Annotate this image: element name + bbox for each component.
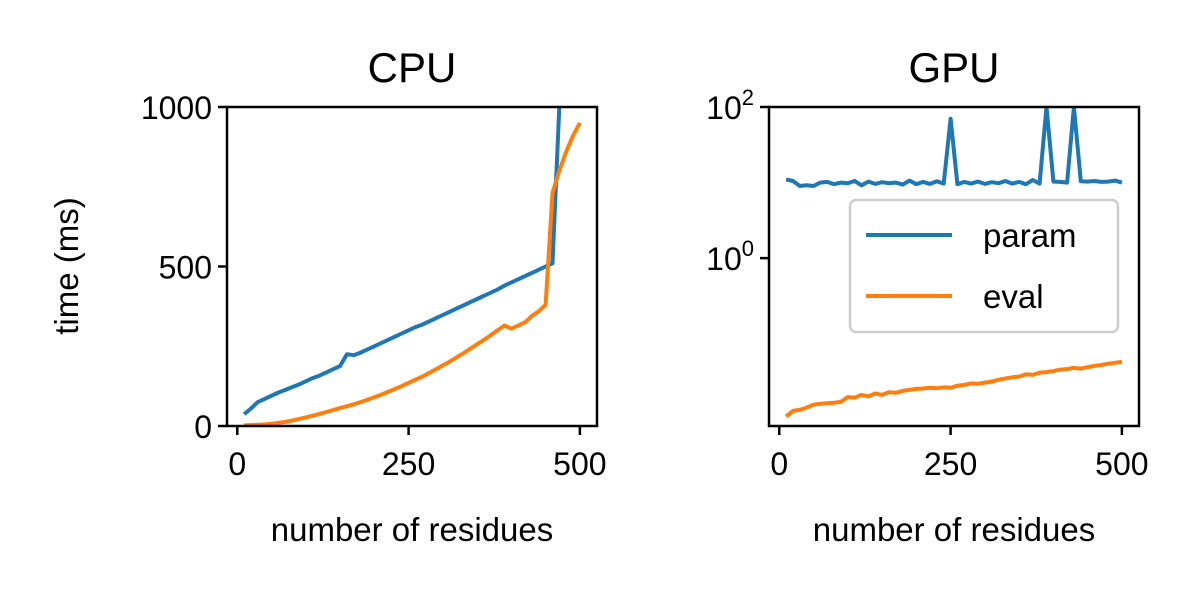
gpu-panel: GPU number of residues 0 250 500 100 102 par… — [706, 44, 1148, 548]
gpu-series-eval — [784, 359, 1123, 419]
cpu-y-tick-label: 500 — [159, 250, 212, 286]
cpu-y-tick-label: 1000 — [141, 90, 212, 126]
cpu-series-param — [242, 107, 562, 416]
cpu-x-tick-label: 0 — [228, 446, 246, 482]
gpu-x-tick-label: 0 — [770, 446, 788, 482]
gpu-axes-frame — [767, 105, 1141, 428]
gpu-y-tick-label: 102 — [706, 85, 754, 126]
gpu-legend: param eval — [848, 198, 1120, 334]
gpu-y-tick-label: 100 — [706, 236, 754, 277]
cpu-plot-area — [242, 107, 582, 426]
cpu-x-axis-label: number of residues — [271, 511, 553, 548]
gpu-x-tick-label: 500 — [1095, 446, 1148, 482]
cpu-x-tick-label: 500 — [553, 446, 606, 482]
cpu-y-axis-label: time (ms) — [48, 197, 85, 334]
gpu-ticks: 0 250 500 100 102 — [706, 85, 1148, 482]
gpu-series-param — [785, 107, 1123, 188]
legend-label-eval: eval — [983, 278, 1044, 315]
cpu-y-tick-label: 0 — [194, 409, 212, 445]
cpu-axes-frame — [225, 105, 599, 428]
gpu-chart-title: GPU — [908, 44, 999, 91]
cpu-series-eval — [243, 121, 582, 426]
cpu-panel: CPU number of residues time (ms) 0 250 500… — [48, 44, 607, 548]
gpu-x-axis-label: number of residues — [813, 511, 1095, 548]
legend-label-param: param — [983, 217, 1077, 254]
gpu-plot-area — [784, 107, 1123, 419]
gpu-x-tick-label: 250 — [924, 446, 977, 482]
cpu-x-tick-label: 250 — [382, 446, 435, 482]
cpu-chart-title: CPU — [368, 44, 457, 91]
cpu-ticks: 0 250 500 0 500 1000 — [141, 90, 607, 482]
